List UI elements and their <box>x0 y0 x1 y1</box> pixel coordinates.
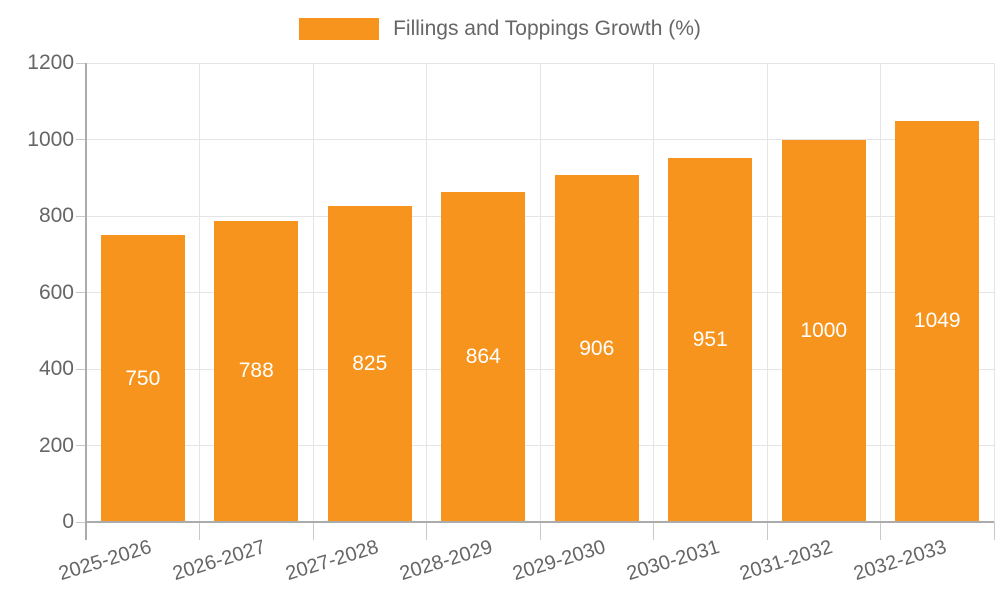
x-axis-tick <box>653 522 654 540</box>
y-axis-tick-label: 600 <box>38 280 74 304</box>
y-axis-tick <box>76 445 86 446</box>
bar-value-label: 750 <box>125 366 161 390</box>
gridline-x <box>993 63 995 522</box>
gridline-y <box>86 62 994 64</box>
bar-2032-2033[interactable]: 1049 <box>895 120 980 522</box>
bar-2030-2031[interactable]: 951 <box>668 158 753 522</box>
gridline-x <box>880 63 881 522</box>
bar-2025-2026[interactable]: 750 <box>100 235 185 522</box>
x-axis-tick <box>312 522 314 540</box>
x-axis-tick <box>766 522 768 540</box>
x-axis-category-label: 2029-2030 <box>510 536 609 586</box>
x-axis-tick <box>85 522 87 540</box>
y-axis-tick <box>76 521 86 523</box>
bar-value-label: 864 <box>465 344 501 368</box>
x-axis-category-label: 2028-2029 <box>396 536 495 586</box>
gridline-x <box>312 63 314 522</box>
y-axis-tick-label: 1200 <box>27 51 74 74</box>
y-axis-tick <box>76 62 86 64</box>
y-axis-tick-label: 400 <box>38 357 74 380</box>
gridline-x <box>653 63 654 522</box>
gridline-x <box>766 63 768 522</box>
x-axis-tick <box>539 522 541 540</box>
x-axis-category-label: 2032-2033 <box>850 536 949 586</box>
x-axis-category-label: 2026-2027 <box>169 536 268 586</box>
x-axis-category-label: 2030-2031 <box>623 536 722 586</box>
bar-2031-2032[interactable]: 1000 <box>781 139 866 522</box>
x-axis-category-label: 2031-2032 <box>737 536 836 586</box>
bar-value-label: 1049 <box>913 309 961 333</box>
gridline-x <box>85 63 87 522</box>
x-axis-tick <box>880 522 881 540</box>
bar-value-label: 906 <box>579 336 615 360</box>
x-axis-tick <box>199 522 200 540</box>
legend-label: Fillings and Toppings Growth (%) <box>393 17 701 40</box>
y-axis-tick <box>76 292 86 293</box>
x-axis-tick <box>993 522 995 540</box>
legend-swatch-icon <box>299 18 380 40</box>
x-axis-category-label: 2025-2026 <box>56 536 155 586</box>
y-axis-tick <box>76 368 86 370</box>
bar-value-label: 825 <box>352 352 388 376</box>
gridline-x <box>199 63 200 522</box>
bar-value-label: 951 <box>692 328 728 352</box>
gridline-x <box>426 63 427 522</box>
y-axis-tick-label: 0 <box>62 510 74 533</box>
legend[interactable]: Fillings and Toppings Growth (%) <box>0 17 1000 41</box>
y-axis-tick-label: 800 <box>38 204 74 227</box>
y-axis-line <box>85 63 87 540</box>
gridline-x <box>539 63 541 522</box>
y-axis-tick-label: 1000 <box>27 127 74 151</box>
y-axis-tick-label: 200 <box>38 433 74 457</box>
bar-value-label: 788 <box>238 359 274 383</box>
bar-2029-2030[interactable]: 906 <box>554 175 639 522</box>
bar-2026-2027[interactable]: 788 <box>214 220 299 522</box>
bar-value-label: 1000 <box>800 318 848 342</box>
x-axis-tick <box>426 522 427 540</box>
x-axis-category-label: 2027-2028 <box>283 536 382 586</box>
bar-2027-2028[interactable]: 825 <box>327 206 412 522</box>
y-axis-tick <box>76 139 86 140</box>
y-axis-tick <box>76 215 86 217</box>
bar-2028-2029[interactable]: 864 <box>441 191 526 522</box>
